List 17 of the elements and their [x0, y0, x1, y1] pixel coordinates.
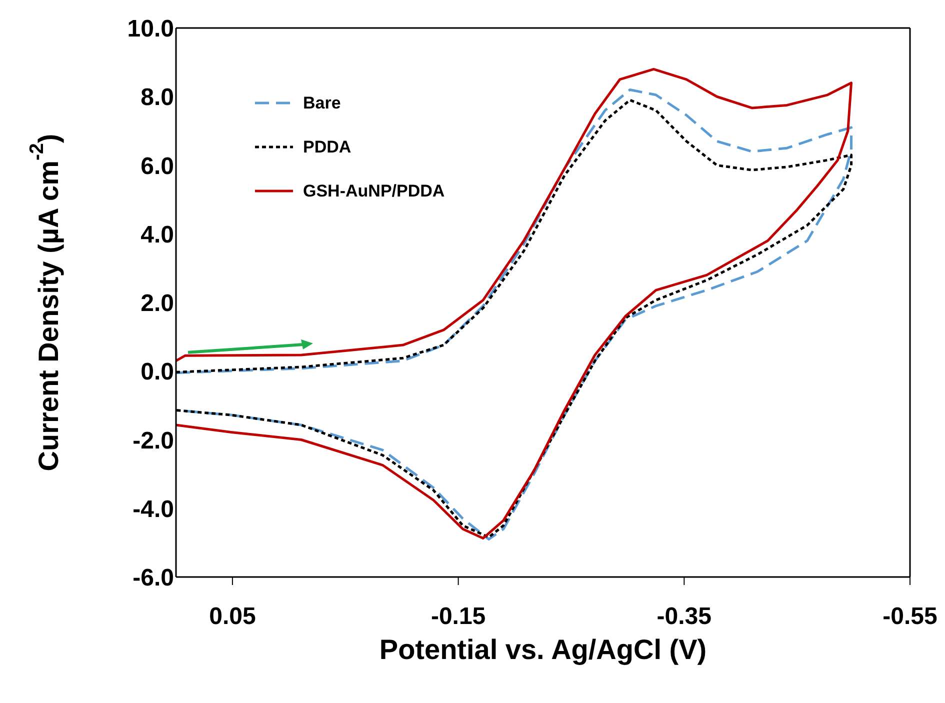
x-tick-label: 0.05 — [209, 603, 256, 630]
y-tick-label: 6.0 — [140, 152, 174, 180]
x-tick-label: -0.15 — [430, 603, 486, 630]
legend-label: GSH-AuNP/PDDA — [303, 182, 445, 200]
y-tick-label: -6.0 — [132, 564, 174, 592]
x-tick-label: -0.35 — [656, 603, 712, 630]
y-tick-label: 0.0 — [140, 358, 174, 386]
y-tick-label: 4.0 — [140, 221, 174, 248]
y-tick-label: 10.0 — [127, 16, 174, 43]
y-tick-label: -2.0 — [132, 427, 174, 454]
y-tick-label: 8.0 — [140, 84, 174, 112]
y-tick-label: -4.0 — [132, 496, 174, 523]
x-tick-label: -0.55 — [882, 603, 938, 630]
legend-label: Bare — [303, 94, 341, 112]
legend-label: PDDA — [303, 138, 352, 156]
x-axis-title: Potential vs. Ag/AgCl (V) — [379, 634, 707, 665]
y-tick-label: 2.0 — [140, 290, 174, 318]
